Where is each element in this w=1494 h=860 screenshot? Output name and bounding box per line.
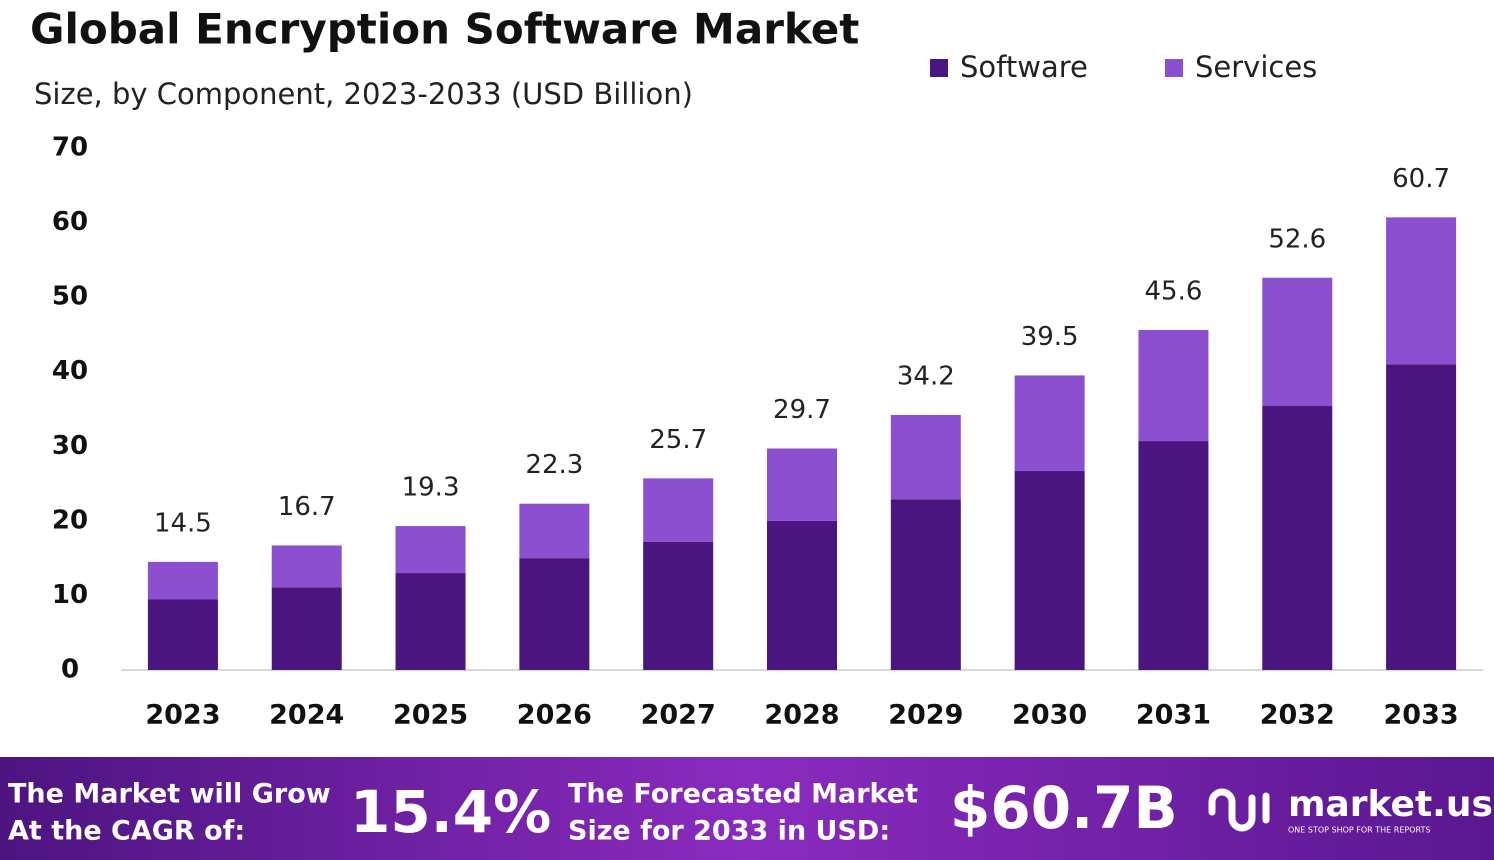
bar-segment <box>519 503 590 559</box>
bar-segment <box>890 414 961 500</box>
bar-segment <box>890 499 961 670</box>
chart-title: Global Encryption Software Market <box>30 5 859 54</box>
x-tick-label: 2023 <box>145 700 220 731</box>
bar-segment <box>395 526 466 574</box>
legend-label: Services <box>1195 50 1317 84</box>
x-tick-label: 2030 <box>1012 700 1087 731</box>
x-tick-label: 2027 <box>641 700 716 731</box>
x-tick-label: 2029 <box>888 700 963 731</box>
y-tick-label: 60 <box>52 207 88 237</box>
total-label: 29.7 <box>773 395 831 425</box>
total-label: 16.7 <box>278 492 336 522</box>
brand: market.us <box>1288 784 1493 825</box>
bar-segment <box>271 587 342 670</box>
cagr-value: 15.4% <box>350 778 551 846</box>
x-tick-label: 2033 <box>1384 700 1459 731</box>
x-tick-label: 2031 <box>1136 700 1211 731</box>
total-label: 39.5 <box>1021 322 1079 352</box>
brand-tagline: ONE STOP SHOP FOR THE REPORTS <box>1288 826 1430 835</box>
total-label: 14.5 <box>154 508 212 538</box>
bar-segment <box>1014 470 1085 670</box>
total-label: 22.3 <box>525 450 583 480</box>
footer-banner <box>0 757 1494 860</box>
bar-segment <box>1386 217 1457 365</box>
cagr-text: The Market will Grow <box>8 779 331 810</box>
y-tick-label: 50 <box>52 282 88 312</box>
bar-segment <box>271 545 342 588</box>
y-tick-label: 70 <box>52 133 88 163</box>
forecast-text: Size for 2033 in USD: <box>568 816 890 847</box>
y-tick-label: 30 <box>52 431 88 461</box>
forecast-value: $60.7B <box>950 774 1178 842</box>
total-label: 45.6 <box>1145 276 1203 306</box>
bar-segment <box>1262 277 1333 407</box>
bar-segment <box>147 599 218 670</box>
y-tick-label: 10 <box>52 580 88 610</box>
total-label: 34.2 <box>897 361 955 391</box>
legend-label: Software <box>960 50 1088 84</box>
legend-swatch <box>930 59 948 77</box>
y-tick-label: 40 <box>52 356 88 386</box>
cagr-text: At the CAGR of: <box>8 816 245 847</box>
x-tick-label: 2024 <box>269 700 344 731</box>
bar-segment <box>1138 441 1209 670</box>
bar-segment <box>395 573 466 670</box>
chart-subtitle: Size, by Component, 2023-2033 (USD Billi… <box>34 77 693 111</box>
x-tick-label: 2025 <box>393 700 468 731</box>
bar-segment <box>1014 375 1085 471</box>
x-tick-label: 2032 <box>1260 700 1335 731</box>
x-tick-label: 2026 <box>517 700 592 731</box>
total-label: 19.3 <box>402 473 460 503</box>
bar-segment <box>643 478 714 542</box>
total-label: 25.7 <box>649 425 707 455</box>
bar-segment <box>643 541 714 670</box>
total-label: 52.6 <box>1268 224 1326 254</box>
bar-segment <box>767 520 837 670</box>
bar-segment <box>1138 329 1209 442</box>
bar-segment <box>519 558 590 670</box>
y-tick-label: 0 <box>61 655 79 685</box>
bar-segment <box>1262 406 1333 670</box>
bar-segment <box>1386 364 1457 670</box>
brand-logo <box>1208 788 1270 832</box>
forecast-text: The Forecasted Market <box>568 779 918 810</box>
x-tick-label: 2028 <box>764 700 839 731</box>
bar-segment <box>767 448 837 521</box>
legend-swatch <box>1165 59 1183 77</box>
total-label: 60.7 <box>1392 164 1450 194</box>
y-tick-label: 20 <box>52 505 88 535</box>
bar-segment <box>147 561 218 600</box>
